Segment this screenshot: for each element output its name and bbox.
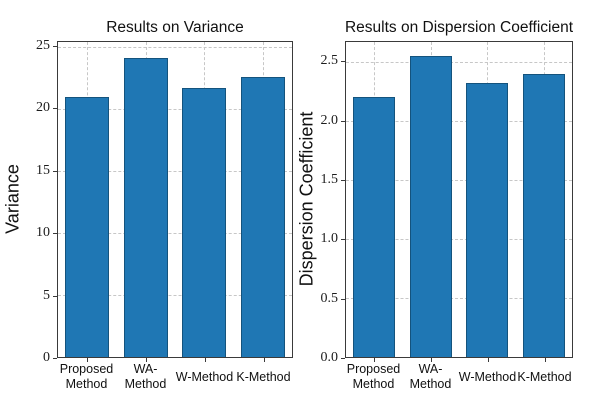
y-tick-label: 15	[36, 162, 50, 178]
h-gridline	[346, 62, 572, 64]
x-tick-label-line: Proposed	[59, 362, 114, 376]
h-gridline	[58, 294, 292, 296]
h-gridline	[346, 239, 572, 241]
x-tick-mark	[373, 358, 375, 362]
bar-k-method	[522, 73, 565, 357]
y-tick-label: 25	[36, 37, 50, 53]
bar-proposedmethod	[65, 96, 110, 357]
y-tick-label: 1.0	[320, 231, 339, 247]
x-tick-mark	[544, 358, 546, 362]
y-tick-mark	[53, 108, 57, 110]
bar-wa-method	[409, 56, 452, 357]
x-tick-mark	[263, 358, 265, 362]
x-tick-label-line: Proposed	[346, 362, 401, 376]
x-tick-label: W-Method	[444, 361, 532, 393]
x-tick-label: Proposed Method	[43, 361, 131, 393]
x-tick-label-line: K-Method	[517, 369, 572, 384]
x-tick-label-line: Method	[65, 377, 108, 391]
h-gridline	[346, 180, 572, 182]
x-tick-label: WA- Method	[102, 361, 190, 393]
x-tick-label-line: W-Method	[458, 369, 517, 384]
x-tick-mark	[204, 358, 206, 362]
x-tick-label: W-Method	[161, 361, 249, 393]
x-tick-label-line: K-Method	[236, 369, 291, 384]
x-tick-label: K-Method	[501, 361, 589, 393]
y-tick-mark	[341, 358, 345, 359]
y-tick-mark	[341, 179, 345, 181]
bar-w-method	[466, 83, 509, 357]
h-gridline	[346, 121, 572, 123]
h-gridline	[58, 232, 292, 234]
x-tick-mark	[487, 358, 489, 362]
y-tick-mark	[341, 61, 345, 63]
h-gridline	[58, 170, 292, 172]
y-tick-label: 5	[43, 287, 50, 303]
x-tick-mark	[145, 358, 147, 362]
chart-title: Results on Variance	[106, 19, 244, 36]
x-tick-label-line: Method	[124, 377, 167, 391]
x-tick-mark	[430, 358, 432, 362]
plot-area	[57, 41, 293, 358]
x-tick-label: K-Method	[220, 361, 308, 393]
y-tick-mark	[53, 295, 57, 297]
y-tick-label: 0.5	[320, 290, 339, 306]
bar-wa-method	[123, 58, 168, 357]
y-tick-mark	[53, 45, 57, 47]
h-gridline	[346, 298, 572, 299]
bar-k-method	[240, 76, 285, 357]
y-tick-label: 0	[43, 350, 50, 365]
y-axis-label: Dispersion Coefficient	[296, 111, 317, 287]
y-tick-label: 20	[36, 100, 50, 116]
plot-area	[345, 41, 573, 358]
x-tick-label-line: Method	[409, 377, 452, 391]
bar-proposedmethod	[353, 97, 396, 357]
y-tick-label: 2.5	[320, 53, 339, 69]
y-tick-label: 10	[36, 225, 50, 241]
y-tick-mark	[341, 120, 345, 122]
y-tick-mark	[53, 233, 57, 235]
y-tick-label: 0.0	[320, 350, 339, 365]
y-tick-mark	[53, 358, 57, 359]
x-tick-mark	[86, 358, 88, 362]
x-tick-label-line: W-Method	[175, 369, 234, 384]
y-tick-mark	[53, 170, 57, 172]
x-tick-label: WA- Method	[387, 361, 475, 393]
x-tick-label-line: WA-	[418, 362, 443, 376]
y-tick-label: 1.5	[320, 171, 339, 187]
chart-title: Results on Dispersion Coefficient	[344, 19, 574, 36]
x-tick-label-line: Method	[352, 377, 395, 391]
y-tick-mark	[341, 239, 345, 241]
y-tick-label: 2.0	[320, 112, 339, 128]
x-tick-label: Proposed Method	[330, 361, 418, 393]
y-tick-mark	[341, 298, 345, 300]
bar-w-method	[182, 87, 227, 357]
h-gridline	[58, 108, 292, 110]
h-gridline	[58, 46, 292, 48]
x-tick-label-line: WA-	[133, 362, 158, 376]
